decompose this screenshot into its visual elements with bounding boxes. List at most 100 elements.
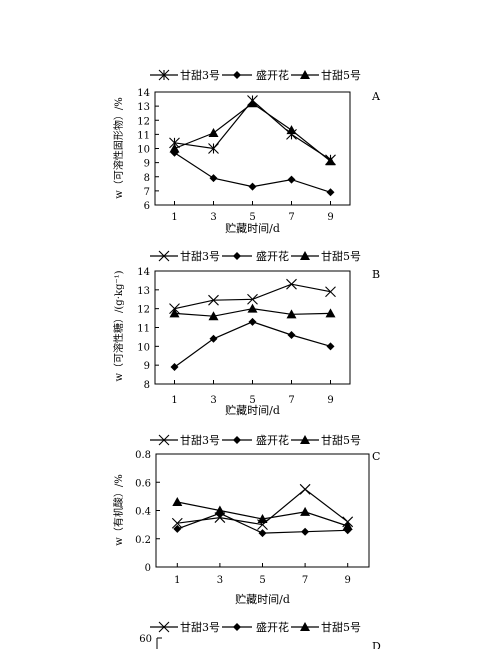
y-tick-label: 9: [144, 361, 150, 372]
legend-marker: [233, 623, 241, 631]
data-point: [208, 143, 219, 154]
legend-marker-stroke: [158, 250, 170, 262]
y-tick-label: 14: [137, 88, 150, 99]
y-tick-label: 13: [137, 102, 150, 113]
legend-marker-stroke: [158, 434, 170, 446]
data-point: [169, 308, 180, 318]
series-line: [174, 321, 331, 368]
data-point: [208, 294, 219, 306]
data-point: [299, 483, 311, 495]
series-3: [169, 303, 336, 321]
x-axis-label: 贮藏时间/d: [225, 404, 280, 417]
data-point: [301, 527, 310, 536]
legend-marker: [300, 70, 310, 79]
legend-label: 盛开花: [256, 68, 289, 82]
x-tick-label: 3: [210, 212, 216, 223]
data-point: [325, 286, 336, 298]
data-point: [286, 125, 297, 135]
legend-marker: [300, 622, 310, 631]
chart-panel-c: 甘甜3号 盛开花 甘甜5号 C 0 0.2 0.4 0.6 0.8 1 3 5 7 9 贮藏时间/d w（有机…: [112, 433, 380, 606]
y-tick-label: 8: [144, 173, 150, 184]
data-point-stroke: [171, 517, 183, 529]
legend-item: 甘甜3号: [150, 621, 220, 634]
y-tick-label: 60: [139, 634, 152, 645]
x-tick-label: 9: [327, 395, 333, 406]
data-point: [169, 143, 180, 153]
legend-item: 甘甜5号: [291, 250, 361, 263]
y-axis-label: w（可溶性固形物）/%: [112, 97, 125, 198]
data-point-stroke: [247, 293, 258, 305]
y-tick-label: 11: [137, 130, 150, 141]
data-point: [209, 334, 218, 343]
panel-letter: B: [372, 268, 380, 281]
legend-item: 甘甜5号: [291, 69, 361, 82]
legend-marker-stroke: [158, 621, 170, 633]
legend-label: 盛开花: [256, 249, 289, 263]
panel-letter: D: [372, 640, 381, 649]
y-tick-label: 7: [144, 187, 150, 198]
y-tick-label: 0.6: [135, 478, 151, 489]
legend-label: 甘甜5号: [321, 434, 361, 447]
legend-label: 盛开花: [256, 620, 289, 634]
legend-label: 甘甜3号: [180, 434, 220, 447]
data-point: [286, 309, 297, 319]
legend-marker: [233, 436, 241, 444]
data-point: [208, 311, 219, 321]
legend-marker: [233, 71, 241, 79]
legend-item: 甘甜3号: [150, 250, 220, 263]
panel-letter: A: [371, 90, 381, 103]
y-axis-label: w（可溶性糖）/(g·kg⁻¹): [112, 270, 125, 381]
legend-marker: [158, 434, 170, 446]
data-point: [247, 303, 258, 313]
y-tick-label: 0.2: [135, 535, 151, 546]
legend-item: 甘甜3号: [150, 434, 220, 447]
x-tick-label: 3: [217, 575, 223, 586]
legend-label: 甘甜5号: [321, 250, 361, 263]
legend-marker: [158, 69, 170, 81]
x-tick-label: 5: [259, 575, 265, 586]
x-tick-label: 5: [249, 395, 255, 406]
legend-item: 盛开花: [222, 433, 289, 447]
data-point: [325, 308, 336, 318]
legend-marker: [158, 621, 170, 633]
series-3: [169, 98, 336, 166]
legend-item: 盛开花: [222, 68, 289, 82]
x-tick-label: 5: [249, 212, 255, 223]
series-2: [173, 509, 352, 538]
data-point: [247, 293, 258, 305]
legend-label: 甘甜3号: [180, 250, 220, 263]
legend-marker: [233, 252, 241, 260]
x-tick-label: 9: [327, 212, 333, 223]
legend-marker: [300, 251, 310, 260]
data-point: [173, 524, 182, 533]
plot-frame: [155, 453, 370, 568]
legend-item: 盛开花: [222, 620, 289, 634]
data-point-stroke: [208, 294, 219, 306]
y-tick-label: 12: [137, 305, 150, 316]
y-tick-label: 12: [137, 116, 150, 127]
y-axis-label: w（有机酸）/%: [112, 474, 125, 545]
series-line: [174, 99, 331, 161]
x-tick-label: 7: [288, 212, 294, 223]
data-point: [257, 513, 268, 523]
data-point: [214, 505, 225, 515]
x-tick-label: 9: [345, 575, 351, 586]
x-tick-label: 1: [171, 395, 177, 406]
x-tick-label: 7: [288, 395, 294, 406]
data-point: [326, 188, 335, 197]
data-point: [171, 517, 183, 529]
y-tick-label: 14: [137, 267, 150, 278]
series-3: [172, 497, 353, 531]
data-point: [300, 506, 311, 516]
data-point: [286, 278, 297, 290]
legend-item: 甘甜5号: [291, 621, 361, 634]
legend-label: 甘甜5号: [321, 621, 361, 634]
data-point: [209, 174, 218, 183]
y-tick-label: 6: [144, 201, 150, 212]
y-tick-label: 0.4: [135, 507, 151, 518]
plot-frame: [154, 270, 351, 385]
series-2: [170, 317, 335, 372]
